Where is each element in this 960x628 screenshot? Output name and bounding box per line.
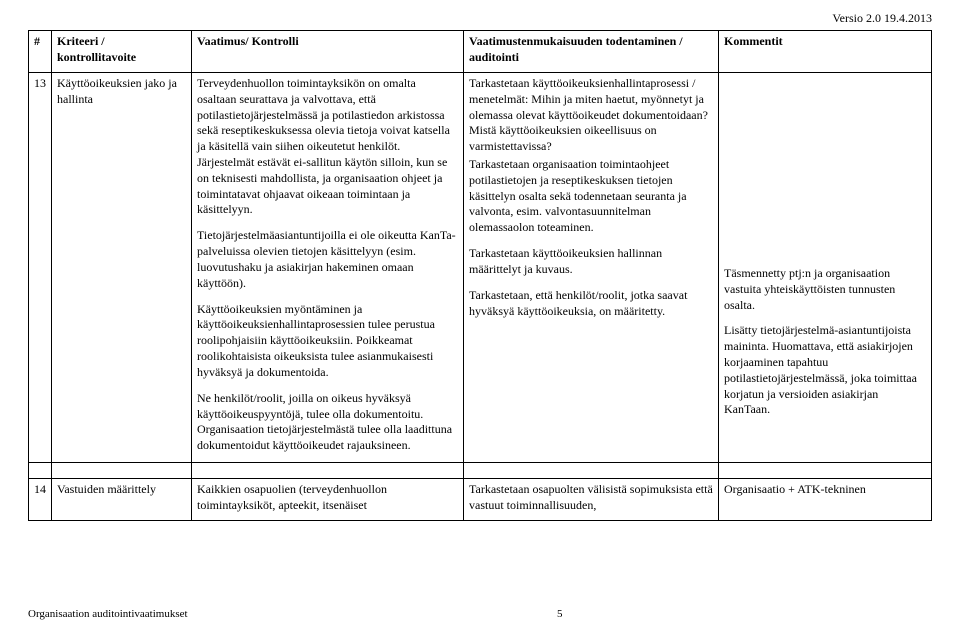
cell-verification: Tarkastetaan käyttöoikeuksienhallintapro…: [464, 72, 719, 462]
cell-comments: Organisaatio + ATK-tekninen: [719, 479, 932, 521]
requirements-table: # Kriteeri / kontrollitavoite Vaatimus/ …: [28, 30, 932, 521]
cell-comments: Täsmennetty ptj:n ja organisaation vastu…: [719, 72, 932, 462]
cell-criteria: Käyttöoikeuksien jako ja hallinta: [52, 72, 192, 462]
com-paragraph: Lisätty tietojärjestelmä-asiantuntijoist…: [724, 323, 926, 418]
com-paragraph: Täsmennetty ptj:n ja organisaation vastu…: [724, 266, 926, 313]
header-criteria: Kriteeri / kontrollitavoite: [52, 31, 192, 73]
page-footer: Organisaation auditointivaatimukset 5: [28, 607, 932, 622]
ver-paragraph: Tarkastetaan organisaation toimintaohjee…: [469, 157, 713, 236]
ver-paragraph: Tarkastetaan, että henkilöt/roolit, jotk…: [469, 288, 713, 320]
table-header-row: # Kriteeri / kontrollitavoite Vaatimus/ …: [29, 31, 932, 73]
header-verification: Vaatimustenmukaisuuden todentaminen / au…: [464, 31, 719, 73]
version-line: Versio 2.0 19.4.2013: [28, 10, 932, 26]
ver-paragraph: Tarkastetaan käyttöoikeuksien hallinnan …: [469, 246, 713, 278]
cell-requirement: Kaikkien osapuolien (terveydenhuollon to…: [192, 479, 464, 521]
header-num: #: [29, 31, 52, 73]
table-row: 14 Vastuiden määrittely Kaikkien osapuol…: [29, 479, 932, 521]
req-paragraph: Ne henkilöt/roolit, joilla on oikeus hyv…: [197, 391, 458, 454]
cell-num: 13: [29, 72, 52, 462]
header-comments: Kommentit: [719, 31, 932, 73]
footer-left-text: Organisaation auditointivaatimukset: [28, 607, 188, 622]
cell-requirement: Terveydenhuollon toimintayksikön on omal…: [192, 72, 464, 462]
ver-paragraph: Tarkastetaan käyttöoikeuksienhallintapro…: [469, 76, 713, 155]
table-row: 13 Käyttöoikeuksien jako ja hallinta Ter…: [29, 72, 932, 462]
req-paragraph: Käyttöoikeuksien myöntäminen ja käyttöoi…: [197, 302, 458, 381]
header-requirement: Vaatimus/ Kontrolli: [192, 31, 464, 73]
cell-verification: Tarkastetaan osapuolten välisistä sopimu…: [464, 479, 719, 521]
cell-criteria: Vastuiden määrittely: [52, 479, 192, 521]
req-paragraph: Tietojärjestelmäasiantuntijoilla ei ole …: [197, 228, 458, 291]
cell-num: 14: [29, 479, 52, 521]
req-paragraph: Terveydenhuollon toimintayksikön on omal…: [197, 76, 458, 218]
table-gap-row: [29, 463, 932, 479]
page-container: Versio 2.0 19.4.2013 # Kriteeri / kontro…: [0, 0, 960, 521]
